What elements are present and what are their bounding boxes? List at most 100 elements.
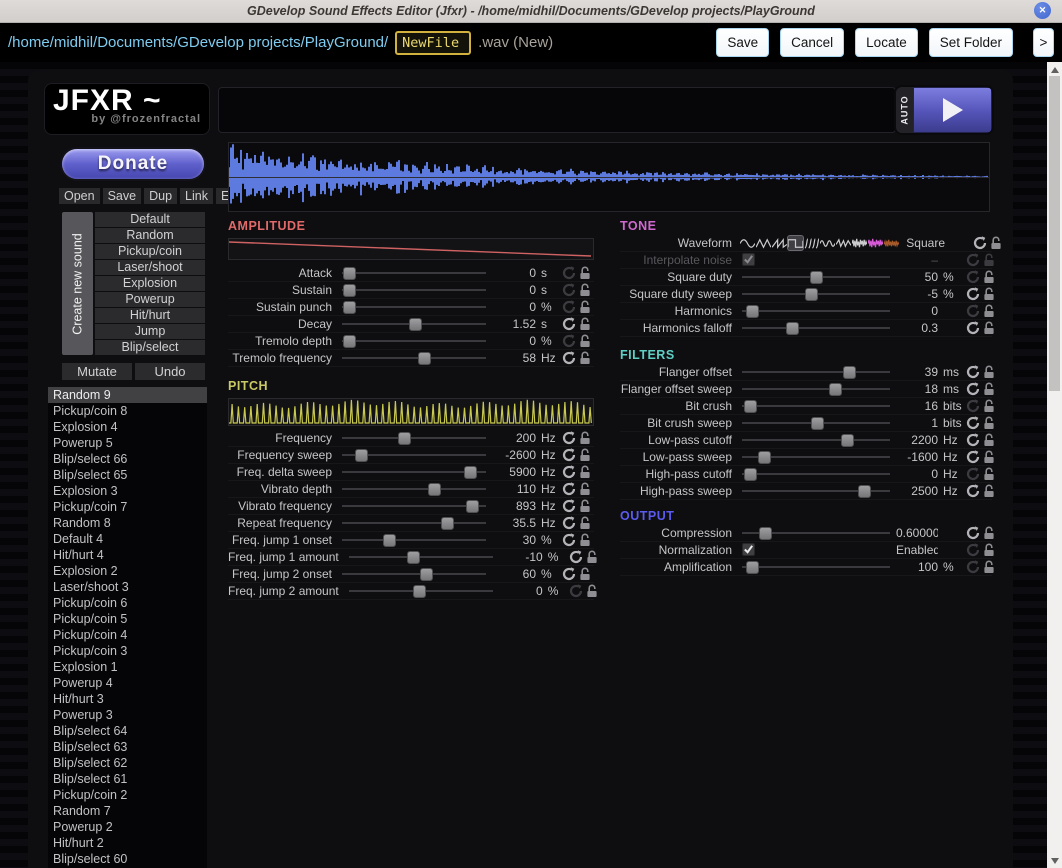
slider-thumb[interactable] bbox=[407, 550, 421, 564]
slider-thumb[interactable] bbox=[465, 499, 479, 513]
sound-list-item[interactable]: Blip/select 62 bbox=[53, 756, 128, 770]
reset-icon[interactable] bbox=[560, 300, 578, 314]
param-slider[interactable] bbox=[740, 287, 892, 302]
sound-list-item[interactable]: Explosion 1 bbox=[53, 660, 118, 674]
lock-icon[interactable] bbox=[982, 304, 996, 318]
param-slider[interactable] bbox=[740, 416, 892, 431]
reset-icon[interactable] bbox=[964, 450, 982, 464]
preset-button[interactable]: Jump bbox=[95, 324, 205, 339]
reset-icon[interactable] bbox=[964, 526, 982, 540]
slider-thumb[interactable] bbox=[809, 270, 823, 284]
scroll-down-arrow-icon[interactable] bbox=[1047, 854, 1062, 867]
slider-thumb[interactable] bbox=[427, 482, 441, 496]
sound-list-item[interactable]: Blip/select 63 bbox=[53, 740, 128, 754]
slider-thumb[interactable] bbox=[744, 467, 758, 481]
slider-thumb[interactable] bbox=[342, 283, 356, 297]
slider-thumb[interactable] bbox=[418, 351, 432, 365]
preset-button[interactable]: Hit/hurt bbox=[95, 308, 205, 323]
reset-icon[interactable] bbox=[964, 484, 982, 498]
lock-icon[interactable] bbox=[982, 365, 996, 379]
sound-list-item[interactable]: Hit/hurt 4 bbox=[53, 548, 104, 562]
param-slider[interactable] bbox=[740, 526, 892, 541]
sound-list-item[interactable]: Pickup/coin 4 bbox=[53, 628, 128, 642]
preset-button[interactable]: Explosion bbox=[95, 276, 205, 291]
toolbar-button[interactable]: Locate bbox=[855, 28, 918, 57]
lock-icon[interactable] bbox=[578, 448, 592, 462]
param-slider[interactable] bbox=[340, 465, 488, 480]
sound-list-item[interactable]: Explosion 2 bbox=[53, 564, 118, 578]
reset-icon[interactable] bbox=[964, 287, 982, 301]
play-button[interactable] bbox=[913, 87, 992, 133]
reset-icon[interactable] bbox=[560, 465, 578, 479]
scrollbar-thumb[interactable] bbox=[1049, 76, 1060, 391]
toolbar-button[interactable]: Cancel bbox=[780, 28, 845, 57]
lock-icon[interactable] bbox=[578, 351, 592, 365]
lock-icon[interactable] bbox=[578, 317, 592, 331]
toolbar-button[interactable]: Save bbox=[716, 28, 770, 57]
param-slider[interactable] bbox=[347, 584, 495, 599]
param-slider[interactable] bbox=[340, 567, 488, 582]
sound-list-item[interactable]: Powerup 5 bbox=[53, 436, 113, 450]
lock-icon[interactable] bbox=[578, 516, 592, 530]
sound-list-item[interactable]: Explosion 3 bbox=[53, 484, 118, 498]
lock-icon[interactable] bbox=[982, 399, 996, 413]
more-button[interactable]: > bbox=[1033, 28, 1054, 57]
param-slider[interactable] bbox=[340, 431, 488, 446]
reset-icon[interactable] bbox=[964, 304, 982, 318]
checkbox[interactable] bbox=[742, 542, 755, 556]
reset-icon[interactable] bbox=[964, 321, 982, 335]
lock-icon[interactable] bbox=[578, 499, 592, 513]
sound-list-item[interactable]: Pickup/coin 7 bbox=[53, 500, 128, 514]
file-button[interactable]: Dup bbox=[144, 188, 178, 204]
sound-list-item[interactable]: Hit/hurt 3 bbox=[53, 692, 104, 706]
param-slider[interactable] bbox=[740, 365, 892, 380]
param-slider[interactable] bbox=[740, 304, 892, 319]
filename-input[interactable] bbox=[395, 30, 472, 55]
slider-thumb[interactable] bbox=[805, 287, 819, 301]
sound-list-item[interactable]: Pickup/coin 3 bbox=[53, 644, 128, 658]
param-slider[interactable] bbox=[740, 450, 892, 465]
slider-thumb[interactable] bbox=[858, 484, 872, 498]
slider-thumb[interactable] bbox=[841, 433, 855, 447]
slider-thumb[interactable] bbox=[342, 266, 356, 280]
close-icon[interactable]: ✕ bbox=[1034, 2, 1051, 19]
lock-icon[interactable] bbox=[982, 526, 996, 540]
param-slider[interactable] bbox=[740, 560, 892, 575]
lock-icon[interactable] bbox=[578, 482, 592, 496]
lock-icon[interactable] bbox=[578, 300, 592, 314]
slider-thumb[interactable] bbox=[828, 382, 842, 396]
waveform-display[interactable] bbox=[228, 142, 990, 212]
param-slider[interactable] bbox=[347, 550, 495, 565]
reset-icon[interactable] bbox=[964, 543, 982, 557]
reset-icon[interactable] bbox=[971, 236, 989, 250]
waveform-tangent-icon[interactable] bbox=[804, 236, 819, 250]
lock-icon[interactable] bbox=[982, 416, 996, 430]
lock-icon[interactable] bbox=[578, 266, 592, 280]
slider-thumb[interactable] bbox=[785, 321, 799, 335]
scroll-up-arrow-icon[interactable] bbox=[1047, 63, 1062, 76]
reset-icon[interactable] bbox=[567, 584, 585, 598]
waveform-whistle-icon[interactable] bbox=[820, 236, 835, 250]
file-button[interactable]: Save bbox=[102, 188, 142, 204]
lock-icon[interactable] bbox=[578, 567, 592, 581]
sound-list-item[interactable]: Pickup/coin 6 bbox=[53, 596, 128, 610]
reset-icon[interactable] bbox=[560, 431, 578, 445]
slider-thumb[interactable] bbox=[758, 450, 772, 464]
slider-thumb[interactable] bbox=[354, 448, 368, 462]
reset-icon[interactable] bbox=[964, 270, 982, 284]
preset-button[interactable]: Powerup bbox=[95, 292, 205, 307]
param-slider[interactable] bbox=[740, 321, 892, 336]
reset-icon[interactable] bbox=[964, 253, 982, 267]
toolbar-button[interactable]: Set Folder bbox=[928, 28, 1013, 57]
slider-thumb[interactable] bbox=[810, 416, 824, 430]
lock-icon[interactable] bbox=[585, 550, 599, 564]
reset-icon[interactable] bbox=[560, 499, 578, 513]
lock-icon[interactable] bbox=[585, 584, 599, 598]
sound-list-item[interactable]: Pickup/coin 8 bbox=[53, 404, 128, 418]
undo-button[interactable]: Undo bbox=[135, 363, 205, 380]
lock-icon[interactable] bbox=[578, 431, 592, 445]
reset-icon[interactable] bbox=[964, 365, 982, 379]
slider-thumb[interactable] bbox=[745, 560, 759, 574]
sound-list-item[interactable]: Blip/select 65 bbox=[53, 468, 128, 482]
param-slider[interactable] bbox=[340, 351, 488, 366]
